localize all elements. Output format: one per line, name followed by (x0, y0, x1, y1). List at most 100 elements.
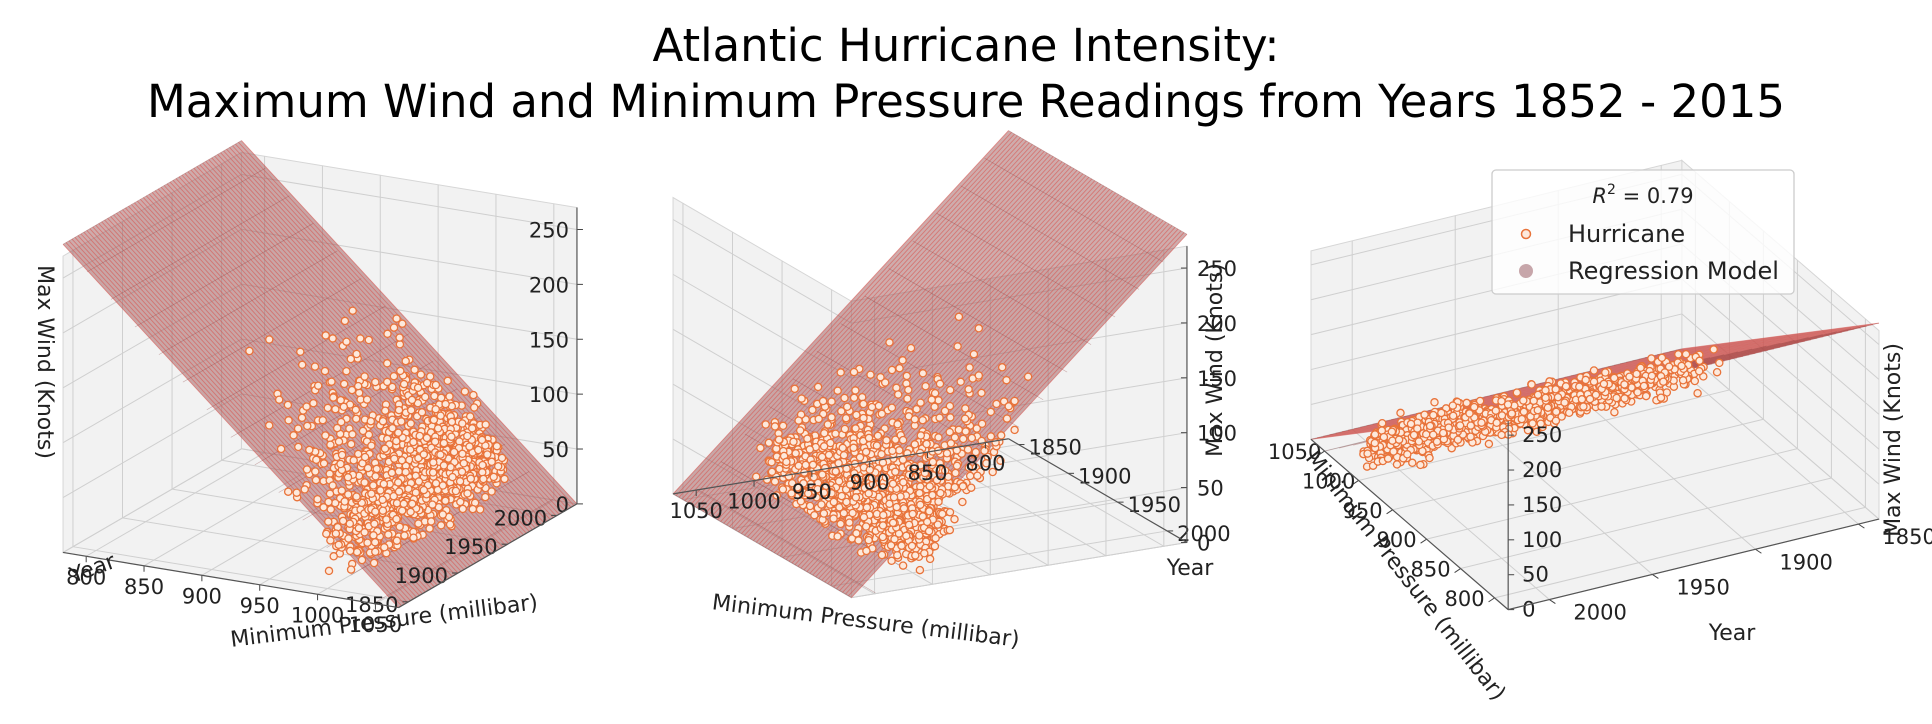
hurricane-point (842, 497, 851, 507)
grid-line (241, 173, 578, 230)
hurricane-point (1010, 425, 1019, 435)
hurricane-point (877, 449, 886, 459)
hurricane-point (1428, 430, 1438, 439)
hurricane-point (1409, 430, 1419, 440)
hurricane-point (425, 524, 434, 533)
hurricane-point (1453, 435, 1463, 444)
hurricane-point (889, 493, 899, 502)
z-tick-label: 0 (556, 493, 569, 517)
hurricane-point (395, 522, 404, 532)
hurricane-point (431, 380, 441, 390)
hurricane-point (866, 370, 875, 379)
x-tick-label: 950 (792, 480, 832, 504)
hurricane-point (849, 367, 859, 377)
hurricane-point (487, 487, 496, 496)
hurricane-point (337, 450, 347, 460)
hurricane-point (803, 434, 812, 443)
hurricane-point (1589, 366, 1599, 375)
hurricane-point (372, 464, 381, 474)
hurricane-point (460, 387, 470, 396)
hurricane-point (457, 467, 467, 477)
hurricane-point (864, 433, 874, 443)
hurricane-point (321, 331, 330, 340)
hurricane-point (349, 456, 358, 465)
hurricane-point (284, 416, 293, 425)
hurricane-point (445, 392, 454, 401)
hurricane-point (382, 359, 392, 368)
hurricane-point (1575, 382, 1584, 391)
z-tick-label: 150 (529, 328, 569, 352)
hurricane-point (445, 520, 455, 529)
z-tick-label: 150 (1522, 493, 1562, 517)
regression-gridline (241, 140, 578, 505)
z-tick-label: 0 (1197, 531, 1210, 555)
hurricane-point (1636, 363, 1645, 373)
hurricane-point (1517, 414, 1527, 424)
hurricane-point (466, 474, 476, 483)
hurricane-point (360, 372, 369, 381)
hurricane-point (283, 487, 293, 496)
hurricane-point (974, 371, 984, 380)
hurricane-point (297, 413, 307, 423)
hurricane-point (312, 455, 321, 465)
hurricane-point (882, 436, 891, 445)
hurricane-point (842, 402, 852, 412)
hurricane-point (915, 531, 924, 540)
hurricane-point (342, 366, 351, 376)
y-tick (1858, 523, 1865, 529)
hurricane-point (357, 555, 367, 565)
hurricane-point (827, 397, 836, 406)
hurricane-point (329, 393, 338, 402)
hurricane-point (1581, 375, 1590, 385)
hurricane-point (954, 425, 964, 435)
hurricane-point (380, 444, 390, 453)
hurricane-point (851, 424, 860, 433)
hurricane-point (311, 475, 321, 485)
hurricane-point (356, 334, 365, 343)
chart-title-line-1: Atlantic Hurricane Intensity: (652, 19, 1280, 72)
hurricane-point (384, 530, 393, 539)
hurricane-point (378, 416, 388, 426)
hurricane-point (836, 368, 845, 377)
hurricane-point (401, 356, 410, 366)
hurricane-point (397, 506, 407, 515)
hurricane-point (817, 452, 827, 462)
hurricane-point (443, 376, 452, 386)
grid-line (85, 452, 265, 557)
hurricane-point (762, 475, 772, 484)
hurricane-point (1462, 398, 1471, 408)
hurricane-point (378, 495, 387, 505)
hurricane-point (352, 349, 361, 359)
hurricane-point (910, 440, 920, 449)
hurricane-point (406, 419, 416, 428)
hurricane-point (833, 386, 842, 395)
hurricane-point (778, 421, 788, 431)
hurricane-point (360, 452, 370, 462)
hurricane-point (1609, 373, 1619, 383)
hurricane-point (1712, 367, 1722, 377)
hurricane-point (940, 406, 950, 416)
hurricane-point (808, 405, 817, 415)
regression-gridline (71, 238, 408, 603)
y-tick-label: 1900 (1078, 464, 1131, 488)
hurricane-point (840, 424, 850, 434)
hurricane-point (401, 467, 410, 477)
hurricane-point (441, 399, 450, 409)
hurricane-point (276, 444, 286, 454)
hurricane-point (479, 474, 488, 484)
hurricane-point (469, 403, 479, 412)
regression-gridline (86, 167, 266, 273)
hurricane-point (818, 396, 828, 406)
hurricane-point (302, 465, 312, 474)
hurricane-point (346, 565, 356, 574)
hurricane-point (1383, 454, 1393, 463)
regression-gridline (98, 223, 435, 588)
hurricane-point (859, 399, 868, 409)
hurricane-point (958, 434, 968, 444)
y-tick-label: 1950 (1128, 493, 1181, 517)
hurricane-point (430, 391, 439, 401)
hurricane-point (394, 405, 404, 415)
hurricane-point (878, 532, 888, 542)
hurricane-point (353, 381, 363, 391)
hurricane-point (1414, 437, 1424, 446)
